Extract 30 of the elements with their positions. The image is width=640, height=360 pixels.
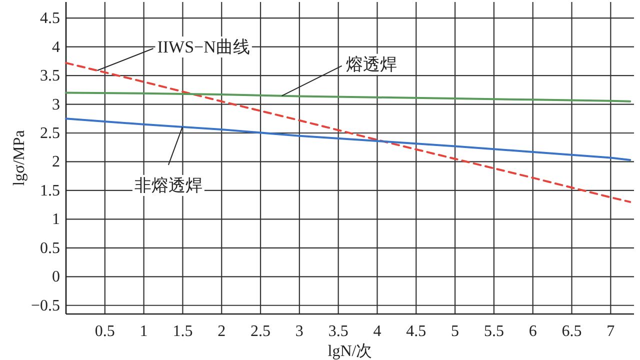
y-tick-label: 2 — [52, 154, 60, 171]
y-tick-label: 1.5 — [40, 182, 60, 200]
x-tick-label: 3 — [295, 323, 304, 340]
y-tick-label: 3.5 — [40, 68, 60, 85]
x-tick-label: 6.5 — [562, 323, 582, 340]
x-tick-label: 1.5 — [172, 323, 193, 340]
x-tick-label: 2.5 — [250, 323, 271, 340]
x-tick-label: 1 — [140, 323, 148, 340]
y-tick-label: 1 — [52, 211, 60, 228]
y-tick-label: 0 — [52, 268, 60, 286]
x-tick-label: 6 — [528, 323, 537, 340]
y-axis-title: lgσ/MPa — [11, 130, 28, 186]
y-tick-label: −0.5 — [30, 297, 60, 314]
x-tick-label: 5 — [451, 323, 460, 340]
x-tick-label: 0.5 — [94, 323, 115, 340]
y-tick-label: 2.5 — [40, 125, 60, 142]
y-tick-label: 0.5 — [40, 240, 60, 257]
series-label: IIWS−N曲线 — [157, 38, 250, 57]
x-tick-label: 5.5 — [484, 323, 504, 340]
y-tick-label: 4 — [52, 38, 60, 56]
x-tick-label: 7 — [606, 323, 615, 340]
x-tick-label: 4.5 — [406, 323, 426, 340]
text: 非熔透焊 — [134, 176, 202, 195]
x-tick-label: 3.5 — [328, 323, 348, 340]
x-tick-label: 2 — [218, 323, 226, 340]
y-tick-label: 3 — [52, 96, 60, 114]
series-label: 熔透焊 — [346, 54, 397, 74]
x-axis-title: lgN/次 — [328, 343, 372, 360]
x-tick-label: 4 — [373, 323, 382, 340]
y-tick-label: 4.5 — [40, 10, 60, 28]
